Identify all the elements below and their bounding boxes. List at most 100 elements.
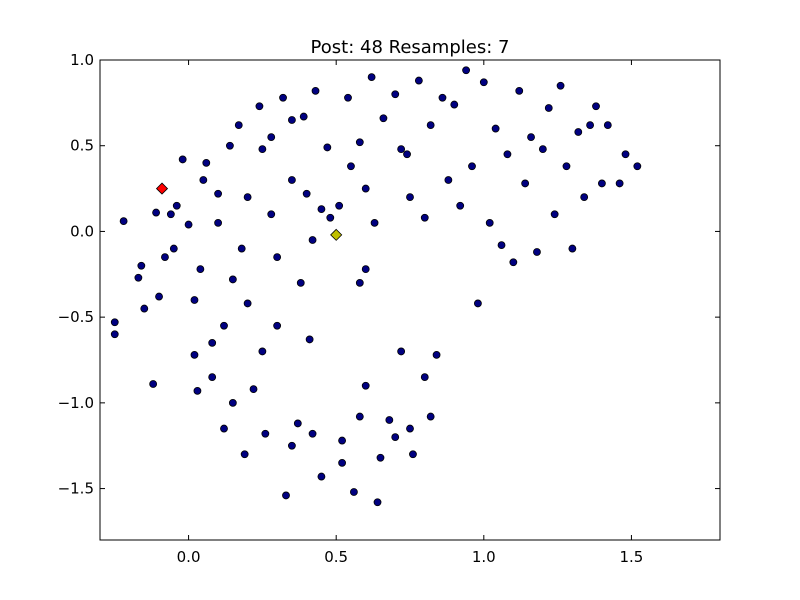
data-point bbox=[234, 121, 243, 130]
points-layer bbox=[110, 66, 642, 507]
data-point bbox=[350, 488, 358, 496]
data-point bbox=[432, 350, 441, 359]
data-point bbox=[293, 419, 302, 428]
data-point bbox=[243, 299, 252, 308]
data-point bbox=[544, 104, 553, 112]
data-point bbox=[243, 193, 252, 202]
data-point bbox=[633, 162, 642, 171]
data-point bbox=[199, 176, 208, 184]
x-tick-label: 1.5 bbox=[619, 548, 643, 566]
data-point bbox=[391, 90, 400, 99]
data-point bbox=[288, 441, 296, 450]
data-point bbox=[406, 193, 414, 202]
data-point bbox=[406, 424, 414, 433]
data-point bbox=[491, 124, 500, 133]
data-point bbox=[202, 158, 211, 167]
data-point bbox=[249, 385, 258, 394]
data-point bbox=[521, 179, 530, 188]
data-point bbox=[397, 347, 406, 356]
data-point bbox=[403, 150, 411, 159]
data-point bbox=[414, 76, 423, 85]
data-point bbox=[323, 143, 332, 152]
data-point bbox=[302, 189, 311, 198]
data-point bbox=[308, 236, 317, 244]
data-point bbox=[296, 278, 305, 287]
data-point bbox=[166, 210, 175, 219]
data-point bbox=[361, 265, 370, 274]
data-point bbox=[155, 292, 163, 301]
data-point bbox=[562, 162, 571, 171]
data-point bbox=[361, 381, 370, 390]
data-point bbox=[603, 121, 612, 130]
data-point bbox=[335, 201, 344, 210]
data-point bbox=[370, 218, 379, 227]
data-point bbox=[317, 205, 326, 214]
data-point bbox=[397, 145, 406, 154]
data-point bbox=[237, 244, 246, 253]
data-point bbox=[193, 386, 202, 395]
data-point bbox=[279, 93, 287, 102]
red-diamond-marker bbox=[155, 182, 169, 195]
data-point bbox=[137, 261, 146, 270]
data-point bbox=[479, 78, 488, 87]
yellow-diamond-marker bbox=[330, 228, 343, 241]
data-point bbox=[556, 81, 565, 90]
data-point bbox=[515, 86, 524, 95]
data-point bbox=[161, 253, 169, 262]
data-point bbox=[190, 350, 199, 359]
data-point bbox=[317, 472, 326, 481]
data-point bbox=[149, 380, 158, 388]
data-point bbox=[592, 102, 600, 111]
x-tick-label: 0.5 bbox=[324, 548, 348, 566]
data-point bbox=[326, 213, 335, 222]
data-point bbox=[273, 321, 282, 330]
data-point bbox=[468, 162, 476, 171]
y-tick-label: −1.5 bbox=[58, 480, 94, 498]
data-point bbox=[568, 244, 577, 253]
data-point bbox=[462, 66, 470, 75]
data-point bbox=[214, 189, 222, 198]
data-point bbox=[503, 150, 512, 159]
data-point bbox=[267, 133, 276, 142]
data-point bbox=[119, 217, 128, 226]
data-point bbox=[140, 304, 149, 313]
data-point bbox=[373, 498, 382, 507]
data-point bbox=[184, 220, 193, 229]
data-point bbox=[456, 201, 465, 210]
data-point bbox=[220, 321, 228, 330]
data-point bbox=[208, 373, 217, 382]
data-point bbox=[474, 299, 482, 308]
data-point bbox=[338, 458, 346, 467]
data-point bbox=[574, 128, 583, 136]
data-point bbox=[444, 176, 453, 184]
data-point bbox=[426, 121, 435, 130]
data-point bbox=[509, 258, 518, 267]
data-point bbox=[267, 210, 276, 219]
data-point bbox=[308, 429, 317, 438]
data-point bbox=[533, 248, 541, 256]
data-point bbox=[580, 193, 589, 202]
data-point bbox=[426, 412, 435, 421]
data-point bbox=[169, 244, 178, 253]
data-point bbox=[355, 412, 364, 421]
data-point bbox=[282, 491, 290, 500]
data-point bbox=[420, 373, 429, 382]
data-point bbox=[178, 155, 187, 164]
data-point bbox=[261, 429, 270, 438]
data-point bbox=[220, 424, 228, 433]
data-point bbox=[615, 179, 624, 188]
data-point bbox=[338, 436, 346, 445]
data-point bbox=[255, 102, 264, 111]
data-point bbox=[409, 450, 417, 459]
data-point bbox=[228, 275, 237, 284]
data-point bbox=[347, 162, 355, 171]
data-point bbox=[538, 145, 547, 154]
data-point bbox=[438, 93, 447, 102]
data-point bbox=[550, 210, 559, 219]
data-point bbox=[420, 213, 429, 222]
x-tick-label: 1.0 bbox=[472, 548, 496, 566]
data-point bbox=[355, 278, 364, 287]
plot-frame bbox=[99, 59, 721, 541]
data-point bbox=[299, 112, 308, 121]
